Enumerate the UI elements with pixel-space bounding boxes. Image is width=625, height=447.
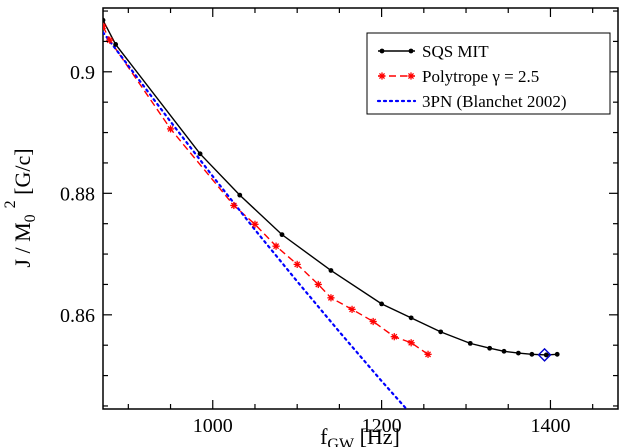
series-1-point-10 <box>369 317 377 326</box>
highlight-diamond-marker <box>537 347 552 362</box>
series-0-point-13 <box>529 351 535 357</box>
series-1-point-1 <box>106 36 114 44</box>
series-0-point-15 <box>554 351 560 357</box>
legend-label-0: SQS MIT <box>422 42 489 61</box>
marker-layer <box>103 17 560 362</box>
series-1-point-8 <box>327 294 335 302</box>
x-tick-label-1400: 1400 <box>530 415 570 437</box>
series-1-point-12 <box>407 339 415 347</box>
series-0-point-0 <box>103 17 106 23</box>
legend-entries: SQS MIT Polytrope γ = 2.5 3PN (Blanchet 20… <box>376 42 566 111</box>
series-0-point-2 <box>197 151 203 157</box>
series-1-point-3 <box>230 201 238 210</box>
tick-layer <box>103 8 618 409</box>
y-tick-label-0.88: 0.88 <box>60 183 95 205</box>
series-0-point-12 <box>515 350 521 356</box>
series-line-0 <box>103 19 558 356</box>
series-1-point-13 <box>424 350 432 358</box>
series-line-1 <box>103 25 429 355</box>
legend-marker-1-a <box>378 72 386 80</box>
series-1-point-4 <box>251 220 259 228</box>
series-1-point-5 <box>272 242 280 250</box>
legend-entry-0: SQS MIT <box>378 42 489 61</box>
legend-marker-0-a <box>379 48 385 54</box>
series-0-point-7 <box>408 315 414 321</box>
x-axis-title-sub: GW <box>327 436 355 447</box>
series-line-2 <box>103 31 408 409</box>
series-0-point-11 <box>501 348 507 354</box>
legend: SQS MIT Polytrope γ = 2.5 3PN (Blanchet 20… <box>366 32 611 115</box>
y-axis-title-sub: 0 <box>22 214 39 222</box>
x-tick-label-1200: 1200 <box>362 415 402 437</box>
legend-label-2: 3PN (Blanchet 2002) <box>422 92 566 111</box>
legend-marker-0-b <box>408 48 414 54</box>
legend-entry-1: Polytrope γ = 2.5 <box>378 67 539 86</box>
x-axis-title-rest: [Hz] <box>354 424 400 447</box>
series-0-point-8 <box>438 329 444 335</box>
y-axis-title: J / M02 [G/c] <box>2 148 39 267</box>
series-0-point-4 <box>279 232 285 238</box>
series-1-point-11 <box>390 333 398 341</box>
series-1-point-6 <box>293 260 301 268</box>
y-tick-label-0.86: 0.86 <box>60 305 95 327</box>
y-tick-label-0.9: 0.9 <box>70 62 95 84</box>
y-axis-title-main: J / M <box>10 222 35 267</box>
legend-label-1: Polytrope γ = 2.5 <box>422 67 539 86</box>
series-1-point-2 <box>166 125 175 133</box>
x-axis-title: fGW [Hz] <box>320 424 400 447</box>
series-0-point-10 <box>487 345 493 351</box>
x-axis-title-main: f <box>320 424 328 447</box>
series-0-point-5 <box>328 268 334 273</box>
series-1-point-9 <box>348 305 356 313</box>
series-0-point-9 <box>467 340 473 346</box>
series-0-point-3 <box>237 192 243 198</box>
legend-entry-2: 3PN (Blanchet 2002) <box>376 92 566 111</box>
series-0-point-1 <box>113 42 119 47</box>
series-layer <box>103 19 558 409</box>
series-1-point-7 <box>314 280 322 289</box>
legend-marker-1-b <box>407 72 415 80</box>
x-tick-label-1000: 1000 <box>193 415 233 437</box>
y-axis-title-rest: [G/c] <box>10 148 35 200</box>
series-0-point-6 <box>379 301 385 307</box>
y-axis-title-sup: 2 <box>2 200 19 208</box>
series-0-point-14 <box>543 352 549 358</box>
series-1-point-0 <box>103 22 107 30</box>
tick-label-layer: 1000 1200 1400 0.86 0.88 0.9 <box>60 62 570 437</box>
